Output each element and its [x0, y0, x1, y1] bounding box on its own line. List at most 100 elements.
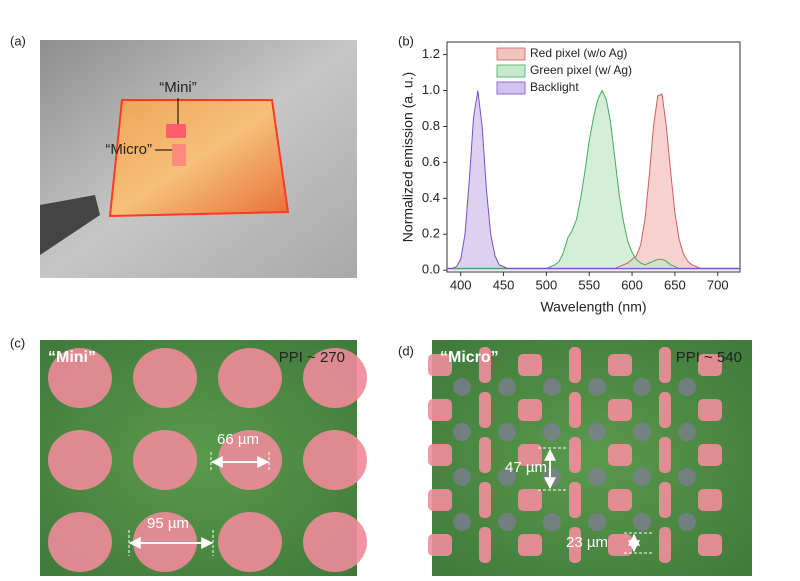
pixel — [569, 527, 581, 563]
panel-title: “Mini” — [48, 349, 96, 366]
y-tick-label: 1.2 — [422, 46, 440, 61]
subpixel — [498, 513, 516, 531]
dimension-label: 95 µm — [147, 515, 189, 532]
subpixel — [633, 513, 651, 531]
x-tick-label: 550 — [578, 277, 600, 292]
pixel — [659, 527, 671, 563]
panel-label: (a) — [10, 33, 26, 48]
pixel — [133, 348, 197, 408]
pixel — [479, 482, 491, 518]
x-axis-label: Wavelength (nm) — [540, 299, 646, 315]
pixel — [569, 392, 581, 428]
subpixel — [453, 513, 471, 531]
subpixel — [678, 423, 696, 441]
panel-label: (c) — [10, 335, 25, 350]
pixel — [218, 348, 282, 408]
dimension-label: 47 µm — [505, 459, 547, 476]
plot-frame — [446, 41, 741, 273]
legend-label: Green pixel (w/ Ag) — [530, 63, 632, 77]
pixel — [659, 347, 671, 383]
pixel-array — [428, 347, 722, 563]
pixel — [518, 354, 542, 376]
x-tick-label: 650 — [664, 277, 686, 292]
pixel — [569, 482, 581, 518]
pixel — [608, 399, 632, 421]
tweezer — [40, 195, 100, 255]
pixel — [569, 347, 581, 383]
pixel — [428, 444, 452, 466]
subpixel — [543, 513, 561, 531]
mini-pixel — [166, 124, 186, 138]
pixel — [428, 399, 452, 421]
x-tick-label: 700 — [707, 277, 729, 292]
pixel — [428, 354, 452, 376]
pixel — [479, 437, 491, 473]
pixel-array — [48, 348, 367, 572]
pixel — [479, 392, 491, 428]
area-fill — [447, 90, 740, 271]
pixel — [48, 512, 112, 572]
area-fill — [447, 94, 740, 271]
subpixel — [588, 513, 606, 531]
chip — [108, 99, 290, 218]
subpixel — [588, 468, 606, 486]
ppi-label: PPI ~ 540 — [676, 349, 742, 366]
y-tick-label: 0.4 — [422, 190, 440, 205]
subpixel — [543, 423, 561, 441]
subpixel — [453, 378, 471, 396]
panel-label: (d) — [398, 343, 414, 358]
pixel — [698, 354, 722, 376]
subpixel — [498, 468, 516, 486]
pixel — [518, 489, 542, 511]
subpixel — [498, 423, 516, 441]
pixel — [608, 444, 632, 466]
pixel — [608, 489, 632, 511]
pixel — [698, 534, 722, 556]
pixel — [48, 430, 112, 490]
pixel — [608, 534, 632, 556]
pixel — [428, 534, 452, 556]
legend-label: Backlight — [530, 80, 579, 94]
legend-swatch — [496, 64, 526, 78]
pixel — [479, 527, 491, 563]
pixel — [698, 399, 722, 421]
pixel — [518, 399, 542, 421]
pixel — [303, 512, 367, 572]
subpixel — [633, 423, 651, 441]
spectrum-line — [447, 90, 740, 269]
subpixel — [588, 378, 606, 396]
area-fill — [447, 90, 740, 271]
x-tick-label: 600 — [621, 277, 643, 292]
pixel — [659, 482, 671, 518]
pixel — [659, 437, 671, 473]
subpixel — [633, 378, 651, 396]
chart: 400 450 500 550 600 650 700 0.0 0.2 0.4 0.6 0.8 1.0 1… — [400, 41, 741, 315]
pixel — [133, 430, 197, 490]
legend-label: Red pixel (w/o Ag) — [530, 46, 627, 60]
subpixel — [453, 468, 471, 486]
dimension-label: 66 µm — [217, 431, 259, 448]
y-tick-label: 0.0 — [422, 262, 440, 277]
legend-swatch — [496, 47, 526, 61]
y-tick-label: 0.6 — [422, 154, 440, 169]
y-tick-label: 1.0 — [422, 82, 440, 97]
x-tick-label: 450 — [493, 277, 515, 292]
y-tick-label: 0.2 — [422, 226, 440, 241]
pixel — [48, 348, 112, 408]
annotation: “Micro” — [105, 141, 152, 158]
pixel — [698, 489, 722, 511]
y-axis-label: Normalized emission (a. u.) — [400, 72, 416, 242]
subpixel — [543, 378, 561, 396]
pixel — [659, 392, 671, 428]
pixel — [569, 437, 581, 473]
dimension-label: 23 µm — [566, 534, 608, 551]
pixel — [479, 347, 491, 383]
pixel — [303, 430, 367, 490]
pixel — [698, 444, 722, 466]
subpixel — [498, 378, 516, 396]
micro-pixel — [172, 144, 186, 166]
subpixel — [678, 513, 696, 531]
subpixel — [678, 378, 696, 396]
subpixel — [453, 423, 471, 441]
